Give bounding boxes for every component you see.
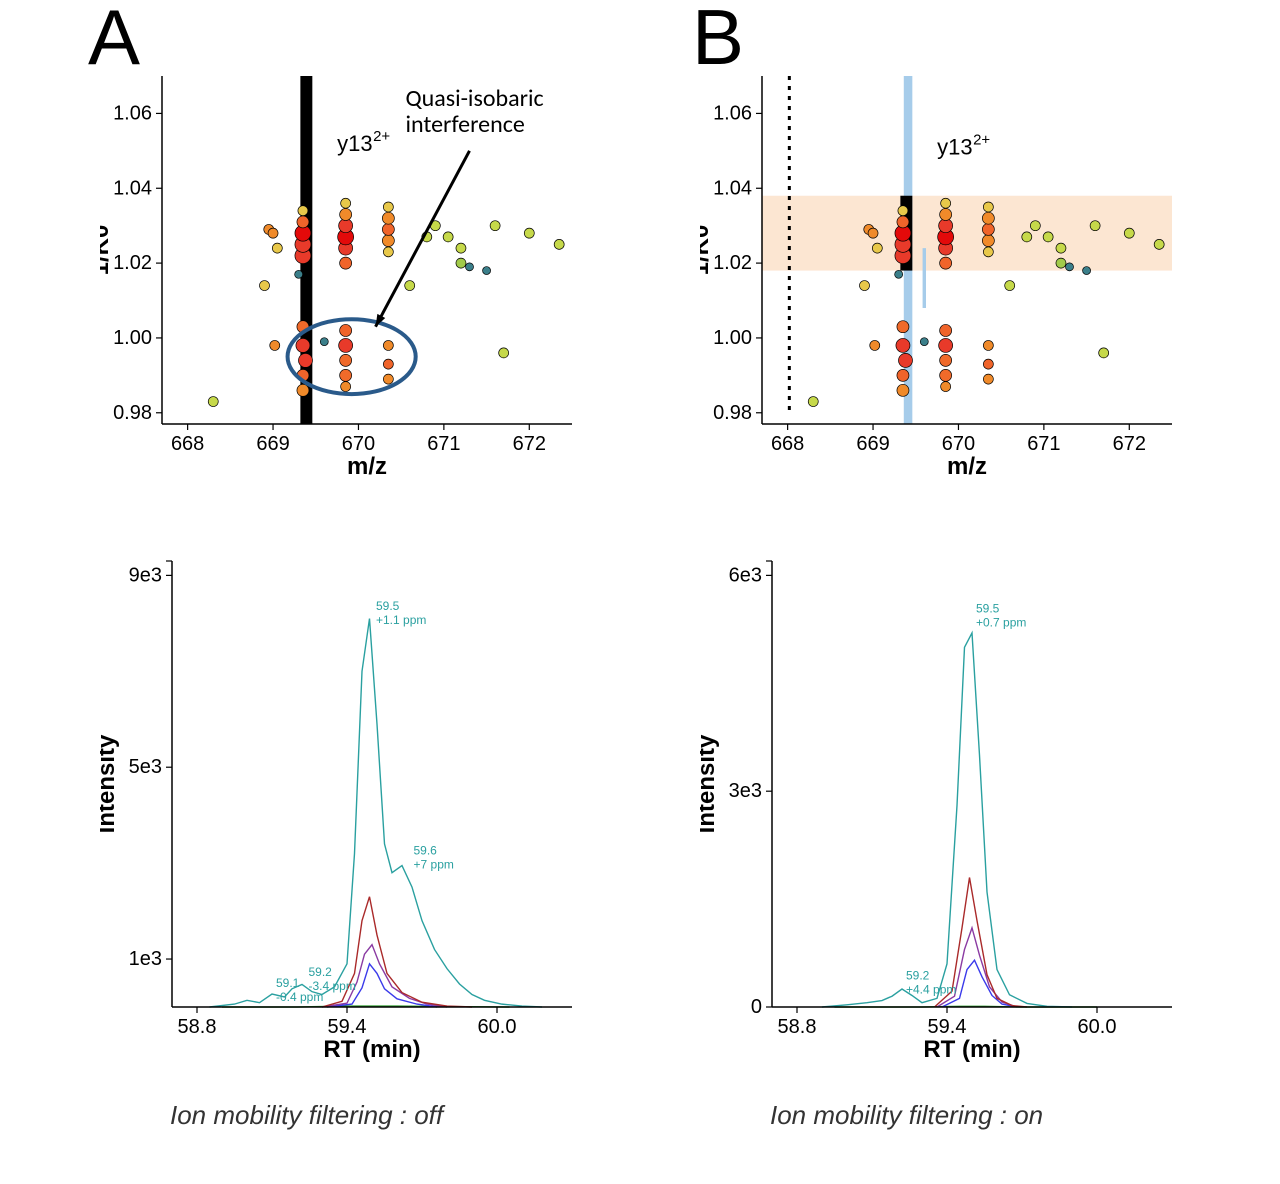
svg-text:1/K0: 1/K0	[100, 225, 114, 276]
svg-text:59.4: 59.4	[928, 1016, 967, 1038]
svg-text:+4.4 ppm: +4.4 ppm	[906, 982, 956, 996]
svg-text:671: 671	[427, 433, 460, 455]
scatter-plot-A: Quasi-isobaricinterference y132+ 0.98 1.00 1…	[100, 70, 580, 490]
svg-text:671: 671	[1027, 433, 1060, 455]
svg-text:0: 0	[751, 996, 762, 1018]
scatter-plot-B: y132+ 0.98 1.00 1.02 1.04 1.06 668 669 670 671 672…	[700, 70, 1180, 490]
svg-text:y13: y13	[937, 135, 972, 160]
svg-text:5e3: 5e3	[129, 756, 162, 778]
svg-text:670: 670	[942, 433, 975, 455]
svg-text:672: 672	[1113, 433, 1146, 455]
svg-text:0.98: 0.98	[713, 402, 752, 424]
svg-text:58.8: 58.8	[778, 1016, 817, 1038]
svg-text:+0.7 ppm: +0.7 ppm	[976, 616, 1026, 630]
svg-text:+7 ppm: +7 ppm	[414, 858, 454, 872]
svg-text:672: 672	[513, 433, 546, 455]
svg-text:Intensity: Intensity	[100, 734, 120, 833]
svg-text:+1.1 ppm: +1.1 ppm	[376, 613, 426, 627]
svg-text:RT (min): RT (min)	[323, 1036, 420, 1063]
svg-text:59.2: 59.2	[309, 965, 333, 979]
chromatogram-B: 59.5+0.7 ppm 59.2+4.4 ppm 0 3e3 6e3 58.8 59.4 6…	[700, 555, 1180, 1065]
figure-root: A B Quasi-isobaricinterferencey132+0.981…	[0, 0, 1280, 1184]
svg-text:60.0: 60.0	[478, 1016, 517, 1038]
svg-text:59.5: 59.5	[376, 599, 400, 613]
svg-text:58.8: 58.8	[178, 1016, 217, 1038]
svg-text:1.00: 1.00	[713, 327, 752, 349]
svg-text:2+: 2+	[973, 132, 990, 149]
svg-text:RT (min): RT (min)	[923, 1036, 1020, 1063]
svg-text:3e3: 3e3	[729, 780, 762, 802]
svg-text:668: 668	[771, 433, 804, 455]
svg-text:1/K0: 1/K0	[700, 225, 714, 276]
svg-text:1e3: 1e3	[129, 948, 162, 970]
svg-text:669: 669	[256, 433, 289, 455]
svg-text:Intensity: Intensity	[700, 734, 720, 833]
svg-text:669: 669	[856, 433, 889, 455]
svg-text:59.5: 59.5	[976, 602, 1000, 616]
svg-text:1.02: 1.02	[713, 252, 752, 274]
svg-text:1.04: 1.04	[113, 177, 152, 199]
svg-text:interference: interference	[405, 110, 524, 139]
svg-text:668: 668	[171, 433, 204, 455]
svg-text:670: 670	[342, 433, 375, 455]
svg-text:6e3: 6e3	[729, 564, 762, 586]
svg-text:1.06: 1.06	[113, 102, 152, 124]
svg-text:m/z: m/z	[347, 453, 387, 480]
chromatogram-A: 59.5+1.1 ppm59.6+7 ppm59.2-3.4 ppm59.1-0…	[100, 555, 580, 1065]
svg-text:y13: y13	[337, 131, 372, 156]
svg-text:1.06: 1.06	[713, 102, 752, 124]
svg-text:59.6: 59.6	[414, 844, 438, 858]
svg-text:1.02: 1.02	[113, 252, 152, 274]
svg-text:59.1: 59.1	[276, 976, 300, 990]
svg-text:0.98: 0.98	[113, 402, 152, 424]
caption-A: Ion mobility filtering : off	[170, 1100, 443, 1131]
svg-text:9e3: 9e3	[129, 564, 162, 586]
svg-text:60.0: 60.0	[1078, 1016, 1117, 1038]
svg-text:59.2: 59.2	[906, 968, 930, 982]
svg-text:1.00: 1.00	[113, 327, 152, 349]
caption-B: Ion mobility filtering : on	[770, 1100, 1043, 1131]
svg-text:2+: 2+	[373, 128, 390, 145]
svg-text:-0.4 ppm: -0.4 ppm	[276, 990, 323, 1004]
svg-text:59.4: 59.4	[328, 1016, 367, 1038]
svg-text:1.04: 1.04	[713, 177, 752, 199]
svg-text:m/z: m/z	[947, 453, 987, 480]
svg-text:Quasi-isobaric: Quasi-isobaric	[405, 84, 543, 113]
